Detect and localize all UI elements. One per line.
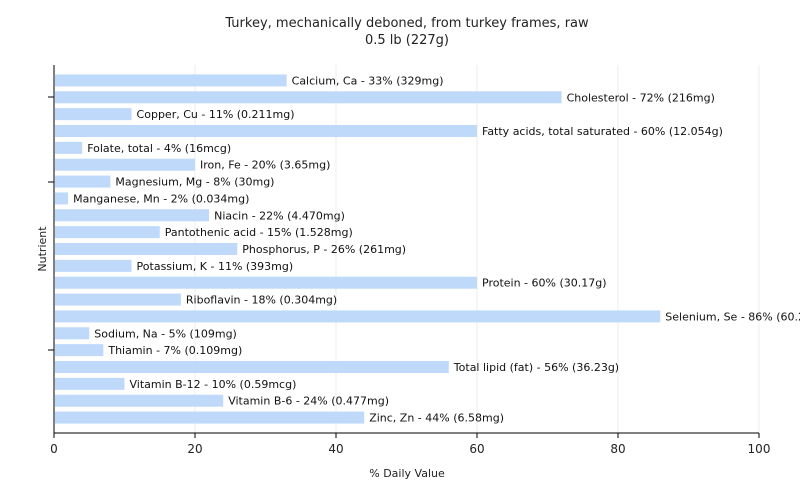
bar-label: Niacin - 22% (4.470mg) [214,209,345,222]
x-ticks: 0 20 40 60 80 100 [48,96,771,456]
x-tick-label: 60 [469,442,484,456]
x-tick-label: 100 [748,442,771,456]
bar [55,293,181,306]
bar-label: Riboflavin - 18% (0.304mg) [186,294,337,307]
bar [55,192,69,205]
bar [55,377,125,390]
bar-label: Iron, Fe - 20% (3.65mg) [200,159,330,172]
bar [55,226,160,239]
bar-label: Phosphorus, P - 26% (261mg) [242,243,406,256]
bar [55,141,83,154]
bar-label: Cholesterol - 72% (216mg) [567,91,715,104]
bar [55,74,287,87]
bar-label: Folate, total - 4% (16mcg) [87,142,231,155]
bar-label: Selenium, Se - 86% (60.2mcg) [665,310,800,323]
bar-label: Calcium, Ca - 33% (329mg) [292,74,444,87]
bar [55,125,477,137]
x-axis-label: % Daily Value [369,467,445,480]
bar [55,276,477,289]
x-tick-label: 40 [328,442,343,456]
bar [55,344,104,357]
x-tick-label: 0 [50,442,58,456]
bar-label: Vitamin B-6 - 24% (0.477mg) [228,395,389,408]
bar [55,394,224,407]
bar-label: Pantothenic acid - 15% (1.528mg) [165,226,353,239]
bar [55,108,132,121]
bar-label: Total lipid (fat) - 56% (36.23g) [453,361,619,374]
bar-label: Magnesium, Mg - 8% (30mg) [115,176,274,189]
chart-subtitle: 0.5 lb (227g) [365,33,449,48]
bar-label: Copper, Cu - 11% (0.211mg) [137,108,295,121]
x-tick-label: 20 [187,442,202,456]
bar-label: Zinc, Zn - 44% (6.58mg) [369,412,504,425]
bar [55,175,111,188]
bar [55,91,562,104]
bar [55,327,90,340]
bar-label: Sodium, Na - 5% (109mg) [94,327,237,340]
bar-label: Potassium, K - 11% (393mg) [137,260,294,273]
chart-title: Turkey, mechanically deboned, from turke… [224,16,589,31]
bar-label: Protein - 60% (30.17g) [482,277,607,290]
bar-label: Vitamin B-12 - 10% (0.59mcg) [130,378,297,391]
x-tick-label: 80 [610,442,625,456]
bar [55,209,210,222]
bar [55,259,132,272]
bar-label: Fatty acids, total saturated - 60% (12.0… [482,125,723,138]
bar [55,361,449,373]
bar [55,411,365,424]
bar-labels: Calcium, Ca - 33% (329mg) Cholesterol - 7… [73,74,800,424]
bar [55,310,661,323]
bar [55,243,238,255]
bar-label: Thiamin - 7% (0.109mg) [107,344,242,357]
bar [55,158,195,171]
bar-label: Manganese, Mn - 2% (0.034mg) [73,192,249,205]
bars [55,74,661,424]
axes [53,65,759,434]
y-axis-label: Nutrient [36,226,49,272]
